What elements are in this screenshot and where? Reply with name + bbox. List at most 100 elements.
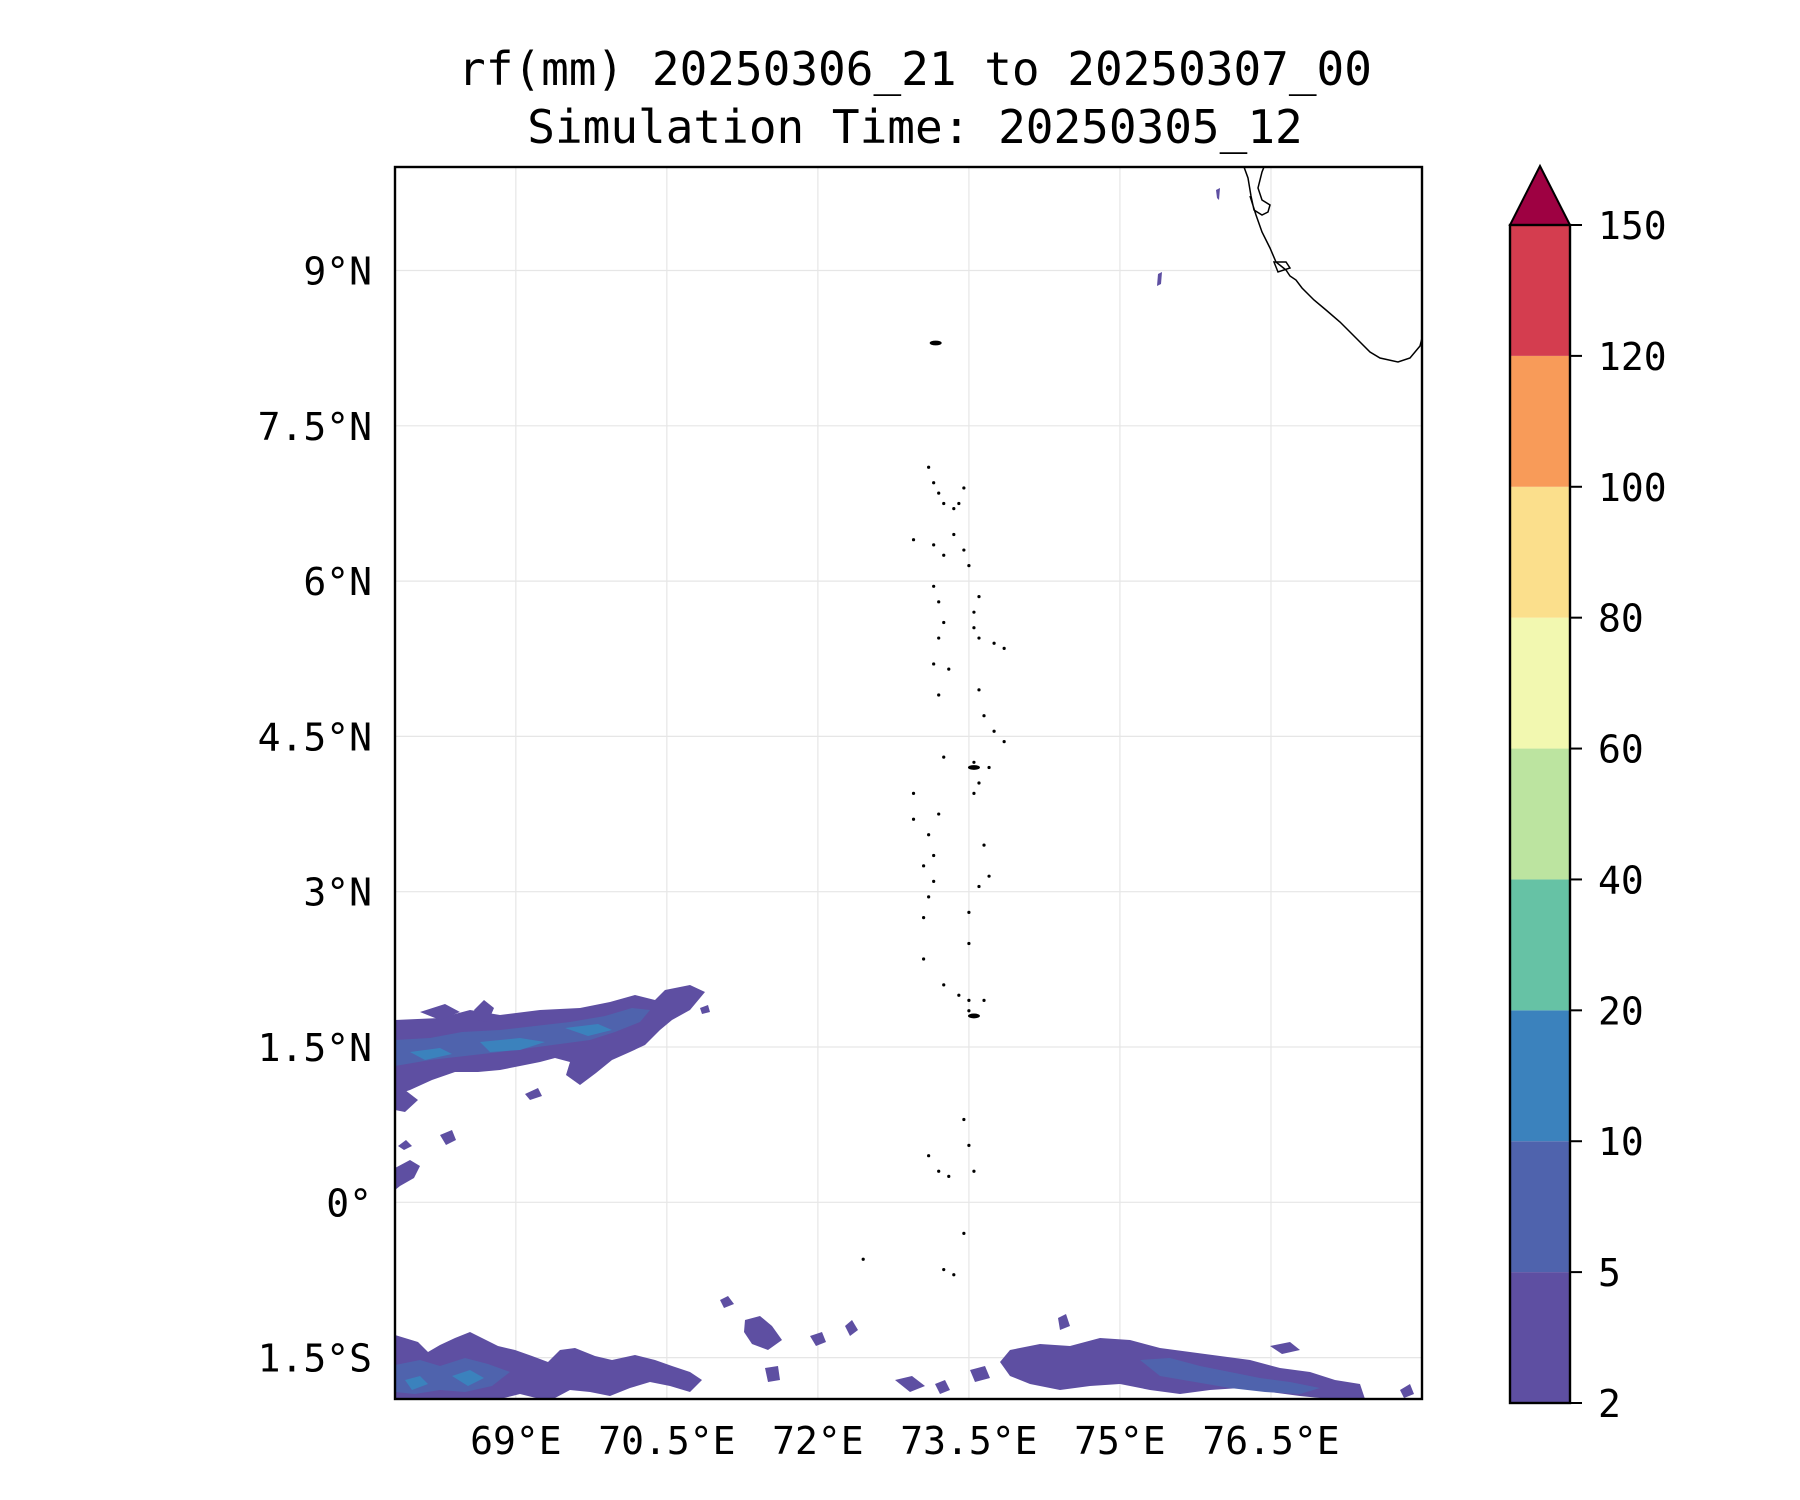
colorbar-tick-label: 80: [1598, 597, 1644, 641]
atoll-island-67: [967, 1013, 980, 1019]
atoll-island-8: [962, 548, 966, 552]
atoll-island-39: [932, 853, 936, 858]
atoll-island-1: [932, 481, 936, 485]
atoll-island-30: [972, 760, 976, 764]
atoll-island-40: [922, 864, 926, 868]
atoll-island-37: [927, 833, 931, 837]
lon-tick-label: 69°E: [470, 1419, 562, 1463]
colorbar: 2 5 10 20 40 60 80 100 120 150: [1508, 163, 1667, 1426]
rain-band-north-core: [395, 1008, 650, 1066]
atoll-island-10: [932, 543, 936, 547]
atoll-island-41: [932, 879, 936, 883]
rain-blob-south-3: [810, 1332, 826, 1346]
atoll-island-14: [937, 600, 941, 604]
rain-blob-south-9: [765, 1366, 780, 1382]
atoll-island-12: [911, 538, 916, 542]
rain-blob-south-7: [970, 1366, 990, 1382]
coastline-india: [1243, 167, 1422, 363]
plot-frame: [393, 165, 1424, 1401]
atoll-island-6: [957, 501, 961, 506]
atoll-island-52: [967, 998, 971, 1003]
atoll-island-32: [987, 765, 991, 770]
rainfall-fields: [395, 167, 1422, 1399]
atoll-island-51: [957, 993, 961, 997]
colorbar-tick-label: 10: [1598, 1120, 1644, 1164]
atoll-island-64: [861, 1257, 865, 1261]
atoll-island-13: [932, 584, 936, 588]
atoll-island-11: [942, 553, 946, 557]
colorbar-segment-6: [1510, 486, 1570, 618]
lon-tick-label: 76.5°E: [1202, 1419, 1339, 1463]
atoll-island-19: [972, 626, 976, 630]
atoll-island-49: [922, 957, 926, 961]
atoll-island-35: [911, 791, 916, 795]
atoll-island-0: [927, 465, 931, 469]
atoll-island-45: [987, 874, 991, 878]
colorbar-segment-7: [1510, 355, 1570, 487]
colorbar-segment-2: [1510, 1010, 1570, 1142]
atoll-island-22: [1002, 646, 1006, 651]
atoll-island-25: [937, 693, 941, 697]
rain-blob-north-2: [474, 1000, 494, 1022]
lon-tick-label: 72°E: [772, 1419, 864, 1463]
rain-speck-north-2: [1157, 272, 1162, 286]
atoll-island-9: [967, 563, 971, 568]
colorbar-segment-3: [1510, 879, 1570, 1011]
atoll-island-23: [947, 667, 951, 671]
colorbar-frame: [1508, 223, 1572, 1405]
maldives-atolls: [861, 340, 1006, 1277]
lat-tick-label: 6°N: [303, 560, 372, 604]
rain-band-north: [395, 985, 710, 1190]
atoll-island-43: [922, 915, 926, 920]
atoll-island-20: [977, 636, 981, 640]
latitude-axis: 9°N 7.5°N 6°N 4.5°N 3°N 1.5°N 0° 1.5°S: [258, 250, 372, 1381]
atoll-island-7: [952, 532, 956, 537]
atoll-island-33: [972, 791, 976, 795]
rain-band-south-west-peak: [405, 1370, 484, 1390]
colorbar-tick-label: 2: [1598, 1382, 1621, 1426]
atoll-island-47: [967, 910, 971, 915]
colorbar-tick-label: 60: [1598, 728, 1644, 772]
rain-blob-south-8: [1058, 1314, 1070, 1330]
atoll-island-44: [982, 843, 986, 847]
rain-blob-south-1: [720, 1296, 734, 1308]
atoll-island-29: [1002, 739, 1006, 744]
colorbar-segment-5: [1510, 617, 1570, 749]
lat-tick-label: 4.5°N: [258, 715, 372, 759]
atoll-island-36: [911, 817, 916, 821]
atoll-island-27: [982, 714, 986, 718]
atoll-island-56: [967, 1143, 971, 1147]
rain-blob-north-6: [398, 1140, 412, 1150]
rain-blob-south-4: [845, 1320, 858, 1336]
rain-blob-north-8: [700, 1005, 710, 1014]
map-gridlines: [395, 167, 1422, 1399]
atoll-island-61: [962, 1231, 966, 1235]
atoll-island-60: [937, 1169, 941, 1173]
atoll-island-65: [929, 340, 942, 346]
atoll-island-63: [952, 1273, 956, 1277]
atoll-island-55: [962, 1117, 966, 1122]
rain-blob-north-5: [440, 1130, 456, 1145]
colorbar-tick-label: 5: [1598, 1251, 1621, 1295]
atoll-island-24: [932, 662, 936, 666]
atoll-island-18: [972, 610, 976, 614]
lat-tick-label: 1.5°S: [258, 1337, 372, 1381]
atoll-island-59: [927, 1154, 931, 1158]
lat-tick-label: 1.5°N: [258, 1026, 372, 1070]
lat-tick-label: 7.5°N: [258, 405, 372, 449]
colorbar-tick-label: 120: [1598, 335, 1667, 379]
colorbar-extend-arrow: [1508, 163, 1572, 226]
colorbar-tick-label: 150: [1598, 204, 1667, 248]
rain-blob-north-7: [525, 1088, 542, 1100]
rain-blob-south-6: [935, 1380, 950, 1394]
rain-blob-north-4: [395, 1160, 420, 1190]
colorbar-tick-label: 20: [1598, 989, 1644, 1033]
atoll-island-17: [977, 595, 981, 599]
atoll-island-21: [992, 641, 996, 645]
rain-blob-north-1: [420, 1004, 460, 1020]
rain-band-south-east-core: [1140, 1358, 1320, 1394]
atoll-island-5: [962, 486, 966, 490]
coastline-india-detail: [1272, 261, 1292, 273]
lat-tick-label: 3°N: [303, 871, 372, 915]
